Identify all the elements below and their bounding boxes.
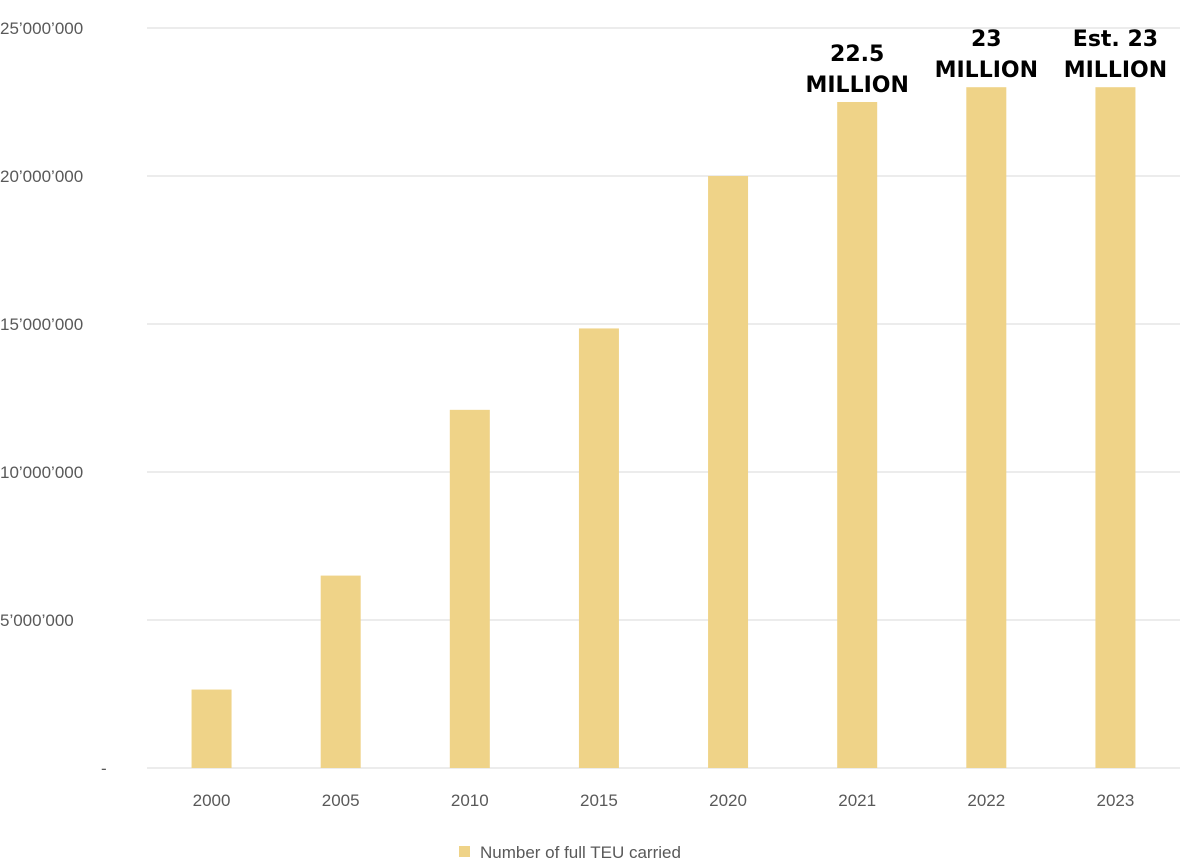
bar — [1095, 87, 1136, 768]
x-tick-label: 2022 — [967, 791, 1005, 810]
x-axis: 2000 2005 2010 2015 2020 2021 2022 2023 — [193, 791, 1135, 810]
y-tick-label: 20’000’000 — [0, 167, 83, 186]
bar — [320, 575, 361, 768]
bar — [708, 176, 749, 768]
x-tick-label: 2005 — [322, 791, 360, 810]
bar — [449, 409, 490, 768]
y-tick-label: 5’000’000 — [0, 611, 74, 630]
legend-swatch — [459, 846, 470, 857]
data-label: MILLION — [805, 73, 908, 98]
legend: Number of full TEU carried — [459, 843, 681, 862]
y-axis: - 5’000’000 10’000’000 15’000’000 20’000’000… — [0, 19, 107, 778]
data-label: MILLION — [1064, 58, 1167, 83]
gridlines — [147, 27, 1180, 769]
x-tick-label: 2021 — [838, 791, 876, 810]
data-labels: 22.5 MILLION 23 MILLION Est. 23 MILLION — [805, 27, 1167, 98]
x-tick-label: 2015 — [580, 791, 618, 810]
bar — [191, 689, 232, 768]
y-tick-label: 10’000’000 — [0, 463, 83, 482]
x-tick-label: 2020 — [709, 791, 747, 810]
y-tick-label: 15’000’000 — [0, 315, 83, 334]
bar — [578, 328, 619, 768]
data-label: 23 — [971, 27, 1002, 52]
bar — [966, 87, 1007, 768]
x-tick-label: 2000 — [193, 791, 231, 810]
bar — [837, 102, 878, 768]
bars — [191, 87, 1136, 768]
data-label: Est. 23 — [1073, 27, 1158, 52]
data-label: MILLION — [935, 58, 1038, 83]
x-tick-label: 2010 — [451, 791, 489, 810]
x-tick-label: 2023 — [1097, 791, 1135, 810]
y-tick-label: - — [101, 759, 107, 778]
y-tick-label: 25’000’000 — [0, 19, 83, 38]
legend-label: Number of full TEU carried — [480, 843, 681, 862]
data-label: 22.5 — [830, 42, 884, 67]
